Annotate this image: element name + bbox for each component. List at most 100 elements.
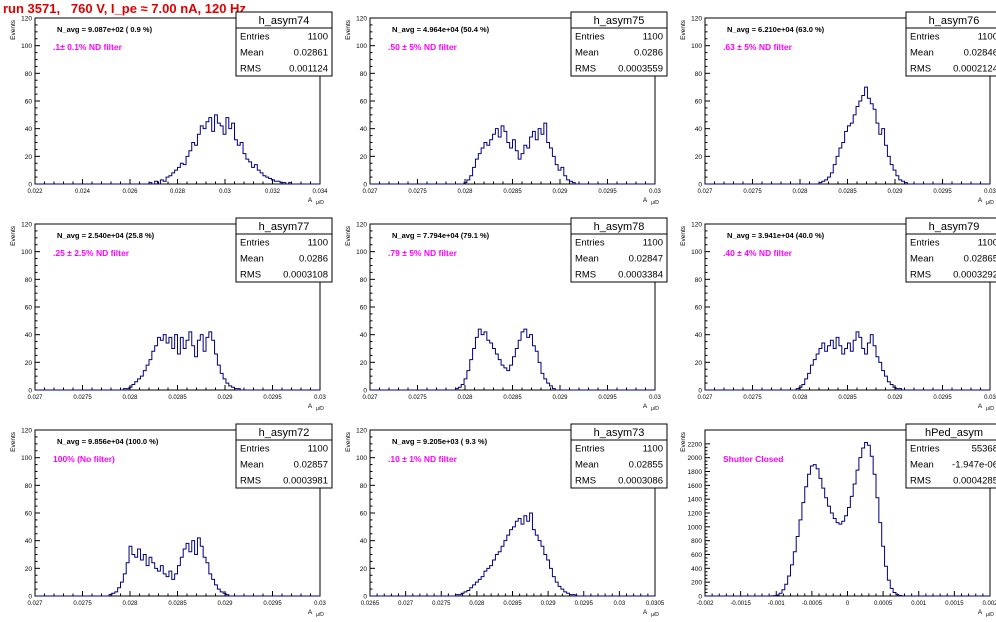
y-tick-label: 0 (28, 388, 32, 395)
x-tick-label: 0.028 (469, 601, 485, 607)
histogram-bins (35, 114, 320, 185)
stats-box (570, 11, 668, 77)
y-tick-label: 0 (363, 182, 367, 189)
y-tick-label: 200 (691, 580, 702, 587)
y-tick-label: 100 (21, 43, 32, 50)
y-tick-label: 400 (691, 566, 702, 573)
x-tick-label: 0.029 (552, 395, 568, 401)
y-tick-label: 2000 (688, 455, 703, 462)
stats-label: Entries (910, 32, 940, 43)
stats-label: RMS (240, 270, 261, 281)
x-tick-label: 0.0275 (743, 395, 762, 401)
histogram-bins (705, 331, 990, 391)
stats-label: Mean (240, 460, 264, 471)
x-tick-label: 0.0265 (361, 601, 380, 607)
y-tick-label: 60 (25, 99, 33, 106)
histogram-panel-h_asym73: 0 20 40 60 80 100 120 0.0265 0.027 0.0275 0.028 0.0… (345, 423, 668, 618)
y-tick-label: 20 (25, 360, 33, 367)
x-tick-label: -0.0005 (802, 601, 823, 607)
y-tick-label: 60 (360, 99, 368, 106)
y-tick-label: 20 (695, 154, 703, 161)
x-axis-label-sub: μ/D (986, 406, 994, 412)
x-tick-label: 0.032 (265, 189, 281, 195)
stats-value: 0.0003086 (618, 476, 663, 487)
histogram-name: h_asym79 (929, 221, 980, 233)
y-tick-label: 40 (695, 126, 703, 133)
x-tick-label: 0.001 (911, 601, 927, 607)
histogram-bins (370, 328, 655, 391)
y-tick-label: 120 (21, 222, 32, 229)
x-tick-label: 0.0285 (838, 395, 857, 401)
filter-annotation: .79 ± 5% ND filter (388, 248, 458, 258)
x-tick-label: 0 (846, 601, 850, 607)
x-tick-label: 0.0015 (945, 601, 964, 607)
stats-box (905, 217, 996, 283)
y-axis-label: Events (10, 225, 17, 246)
x-axis-label-sub: μ/D (316, 612, 324, 618)
y-tick-label: 80 (25, 277, 33, 284)
histogram-panel-h_asym77: 0 20 40 60 80 100 120 0.027 0.0275 0.028 0.0285 0.0… (10, 217, 333, 412)
stats-value: 0.0003108 (283, 270, 328, 281)
filter-annotation: .50 ± 5% ND filter (388, 42, 458, 52)
x-tick-label: 0.0275 (432, 601, 451, 607)
stats-value: 0.0004285 (953, 476, 996, 487)
stats-label: RMS (910, 64, 931, 75)
x-tick-label: 0.028 (792, 189, 808, 195)
x-tick-label: 0.029 (217, 395, 233, 401)
histogram-panel-h_asym79: 0 20 40 60 80 100 120 0.027 0.0275 0.028 0.0285 0.0… (680, 217, 996, 412)
x-tick-label: 0.0295 (598, 395, 617, 401)
stats-label: RMS (240, 476, 261, 487)
x-tick-label: 0.028 (170, 189, 186, 195)
y-tick-label: 100 (356, 249, 367, 256)
filter-annotation: 100% (No filter) (53, 454, 115, 464)
x-axis-label: A (978, 197, 983, 204)
y-tick-label: 1200 (688, 511, 703, 518)
filter-annotation: .63 ± 5% ND filter (723, 42, 793, 52)
x-tick-label: 0.03 (649, 189, 661, 195)
stats-label: Mean (575, 48, 599, 59)
y-tick-label: 100 (356, 43, 367, 50)
stats-box (235, 217, 333, 283)
y-tick-label: 100 (21, 455, 32, 462)
stats-value: 55368 (972, 444, 996, 455)
stats-value: 1100 (643, 238, 663, 249)
x-tick-label: 0.0295 (575, 601, 594, 607)
histogram-name: h_asym77 (259, 221, 310, 233)
x-tick-label: 0.0295 (263, 601, 282, 607)
y-tick-label: 40 (25, 538, 33, 545)
x-tick-label: 0.029 (887, 395, 903, 401)
x-axis-label-sub: μ/D (986, 612, 994, 618)
stats-value: 0.0003384 (618, 270, 663, 281)
y-tick-label: 80 (360, 277, 368, 284)
y-tick-label: 120 (691, 222, 702, 229)
x-tick-label: 0.026 (122, 189, 138, 195)
x-tick-label: 0.0285 (503, 189, 522, 195)
x-tick-label: 0.022 (27, 189, 43, 195)
histogram-bins (370, 512, 655, 597)
stats-value: 0.001124 (289, 64, 328, 75)
y-tick-label: 40 (360, 538, 368, 545)
stats-value: 0.0002124 (953, 64, 996, 75)
y-tick-label: 120 (356, 428, 367, 435)
stats-box (905, 423, 996, 489)
histogram-name: hPed_asym (925, 427, 983, 439)
x-tick-label: 0.0295 (933, 395, 952, 401)
y-tick-label: 0 (28, 594, 32, 601)
x-tick-label: 0.024 (75, 189, 91, 195)
y-tick-label: 40 (360, 126, 368, 133)
y-tick-label: 20 (360, 566, 368, 573)
stats-label: Entries (240, 32, 270, 43)
x-tick-label: 0.029 (887, 189, 903, 195)
histogram-name: h_asym78 (594, 221, 645, 233)
y-tick-label: 80 (360, 71, 368, 78)
x-tick-label: 0.0285 (838, 189, 857, 195)
filter-annotation: .25 ± 2.5% ND filter (53, 248, 130, 258)
histogram-name: h_asym72 (259, 427, 310, 439)
x-tick-label: 0.002 (982, 601, 996, 607)
stats-value: 0.0286 (299, 254, 328, 265)
x-axis-label: A (308, 197, 313, 204)
histogram-bins (35, 537, 320, 597)
y-tick-label: 100 (691, 43, 702, 50)
stats-value: 0.02865 (964, 254, 996, 265)
x-tick-label: 0.027 (27, 601, 43, 607)
